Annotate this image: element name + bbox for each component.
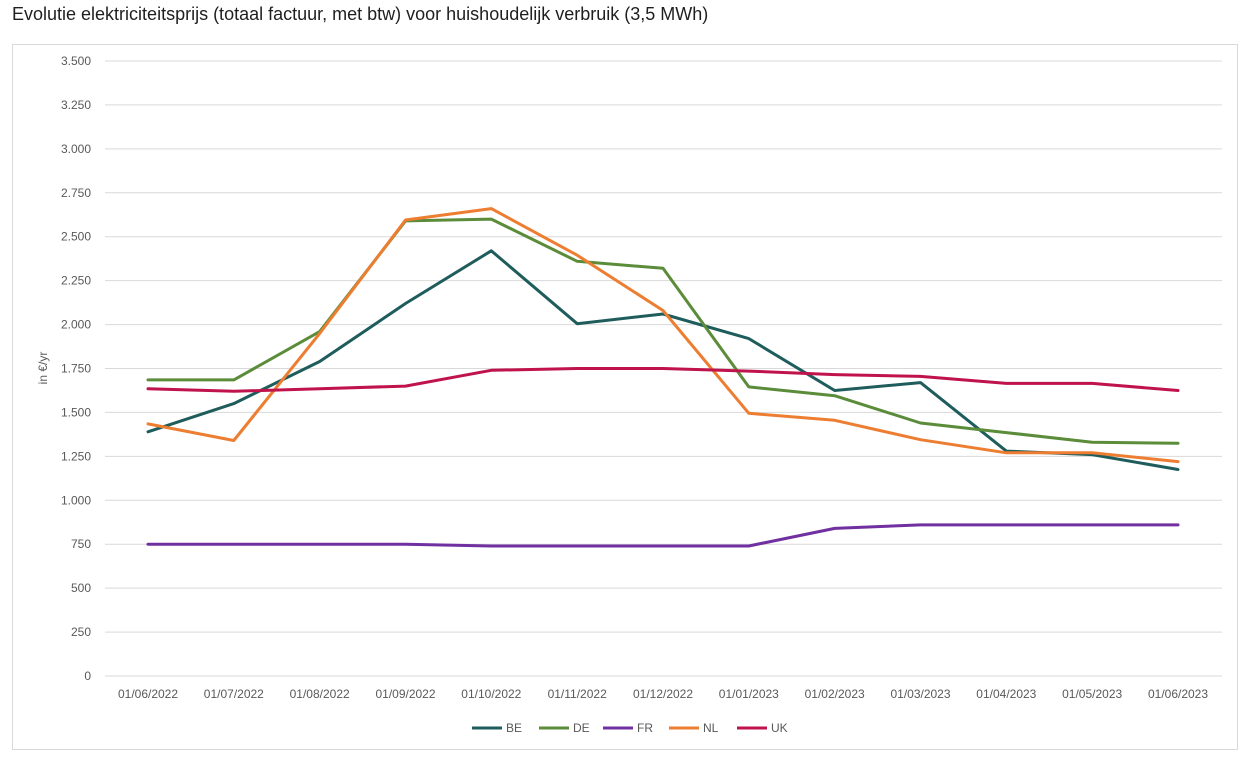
page-title: Evolutie elektriciteitsprijs (totaal fac… xyxy=(12,4,709,24)
legend-label-be: BE xyxy=(506,721,522,735)
series-line-be xyxy=(146,249,1180,471)
x-tick-label: 01/10/2022 xyxy=(461,687,521,701)
series-lines xyxy=(146,207,1180,548)
y-tick-label: 3.000 xyxy=(61,142,91,156)
y-tick-label: 2.750 xyxy=(61,186,91,200)
y-axis-label: in €/yr xyxy=(36,352,50,385)
x-tick-label: 01/03/2023 xyxy=(890,687,950,701)
series-line-de xyxy=(146,217,1180,445)
x-tick-label: 01/06/2022 xyxy=(118,687,178,701)
x-tick-label: 01/01/2023 xyxy=(719,687,779,701)
y-tick-label: 750 xyxy=(71,537,91,551)
x-tick-label: 01/05/2023 xyxy=(1062,687,1122,701)
x-tick-label: 01/11/2022 xyxy=(548,687,607,701)
series-line-nl xyxy=(146,207,1180,464)
x-tick-label: 01/06/2023 xyxy=(1148,687,1208,701)
y-tick-label: 250 xyxy=(71,625,91,639)
y-tick-label: 3.250 xyxy=(61,98,91,112)
x-tick-label: 01/02/2023 xyxy=(805,687,865,701)
y-tick-label: 1.000 xyxy=(61,493,91,507)
x-tick-label: 01/08/2022 xyxy=(290,687,350,701)
y-tick-label: 0 xyxy=(84,669,91,683)
y-tick-label: 1.750 xyxy=(61,362,91,376)
legend-label-nl: NL xyxy=(703,721,719,735)
chart-frame xyxy=(12,44,1238,750)
x-tick-label: 01/07/2022 xyxy=(204,687,264,701)
y-tick-label: 1.250 xyxy=(61,449,91,463)
y-tick-label: 500 xyxy=(71,581,91,595)
y-tick-label: 3.500 xyxy=(61,54,91,68)
y-tick-label: 2.000 xyxy=(61,318,91,332)
x-tick-label: 01/09/2022 xyxy=(375,687,435,701)
series-line-fr xyxy=(146,523,1180,548)
legend: BE DE FR NL UK xyxy=(472,721,788,735)
x-tick-labels: 01/06/2022 01/07/2022 01/08/2022 01/09/2022… xyxy=(118,687,1208,701)
legend-label-uk: UK xyxy=(771,721,788,735)
legend-label-de: DE xyxy=(573,721,590,735)
y-tick-label: 1.500 xyxy=(61,405,91,419)
y-tick-labels: 0 250 500 750 1.000 1.250 1.500 1.750 2.000 2.250… xyxy=(61,54,91,683)
series-line-uk xyxy=(146,367,1180,393)
x-tick-label: 01/12/2022 xyxy=(633,687,693,701)
y-tick-label: 2.500 xyxy=(61,230,91,244)
y-tick-label: 2.250 xyxy=(61,274,91,288)
x-tick-label: 01/04/2023 xyxy=(976,687,1036,701)
legend-label-fr: FR xyxy=(637,721,653,735)
